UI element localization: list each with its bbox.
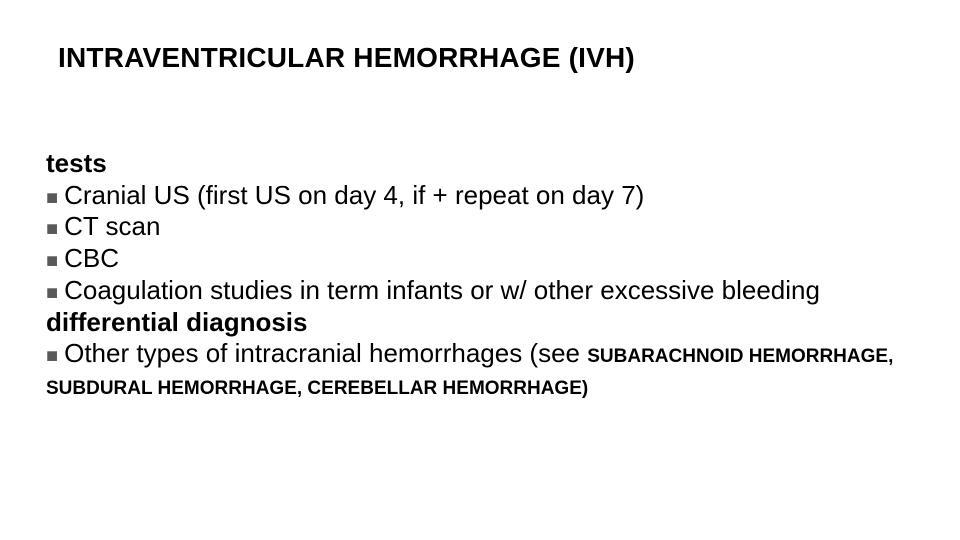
- bullet-text: CBC: [64, 243, 119, 273]
- square-bullet-icon: ■: [46, 281, 58, 305]
- list-item: ■Coagulation studies in term infants or …: [46, 275, 921, 307]
- diffdx-heading: differential diagnosis: [46, 307, 308, 337]
- list-item: ■Cranial US (first US on day 4, if + rep…: [46, 180, 921, 212]
- bullet-text: Cranial US (first US on day 4, if + repe…: [64, 180, 644, 210]
- square-bullet-icon: ■: [46, 217, 58, 241]
- list-item: ■Other types of intracranial hemorrhages…: [46, 338, 921, 401]
- square-bullet-icon: ■: [46, 186, 58, 210]
- slide-body: tests ■Cranial US (first US on day 4, if…: [46, 148, 921, 402]
- square-bullet-icon: ■: [46, 344, 58, 368]
- slide-title: INTRAVENTRICULAR HEMORRHAGE (IVH): [58, 42, 635, 74]
- bullet-text: Coagulation studies in term infants or w…: [64, 275, 820, 305]
- list-item: ■CT scan: [46, 211, 921, 243]
- bullet-text: Other types of intracranial hemorrhages …: [64, 338, 587, 368]
- bullet-text: CT scan: [64, 211, 160, 241]
- tests-heading: tests: [46, 148, 107, 178]
- list-item: ■CBC: [46, 243, 921, 275]
- slide: INTRAVENTRICULAR HEMORRHAGE (IVH) tests …: [0, 0, 960, 540]
- square-bullet-icon: ■: [46, 249, 58, 273]
